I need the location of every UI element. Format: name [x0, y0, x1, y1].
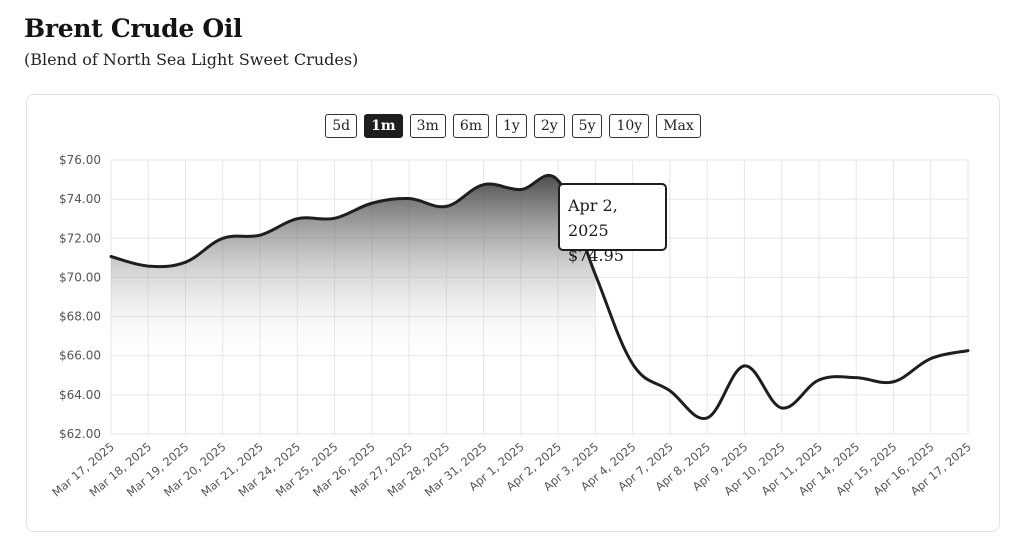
x-tick-label: Mar 17, 2025 [49, 440, 117, 500]
data-point-23[interactable] [965, 348, 971, 354]
tooltip-value: $74.95 [568, 246, 624, 265]
y-tick-label: $72.00 [59, 231, 101, 245]
data-point-8[interactable] [406, 196, 412, 202]
range-button-10y[interactable]: 10y [609, 114, 650, 138]
data-point-2[interactable] [183, 259, 189, 265]
range-button-6m[interactable]: 6m [452, 114, 489, 138]
data-point-5[interactable] [294, 216, 300, 222]
data-point-7[interactable] [369, 200, 375, 206]
range-button-3m[interactable]: 3m [409, 114, 446, 138]
y-tick-label: $64.00 [59, 388, 101, 402]
range-button-1y[interactable]: 1y [496, 114, 527, 138]
data-point-15[interactable] [667, 388, 673, 394]
data-point-1[interactable] [145, 263, 151, 269]
data-point-17[interactable] [741, 363, 747, 369]
data-point-22[interactable] [928, 356, 934, 362]
data-point-13[interactable] [592, 272, 598, 278]
area-fill-layer [111, 175, 596, 435]
price-line-layer [108, 173, 971, 421]
range-selector: 5d 1m 3m 6m 1y 2y 5y 10y Max [27, 114, 999, 138]
data-point-4[interactable] [257, 232, 263, 238]
y-tick-label: $68.00 [59, 310, 101, 324]
data-point-9[interactable] [443, 203, 449, 209]
page-title: Brent Crude Oil [24, 14, 243, 43]
data-point-19[interactable] [816, 377, 822, 383]
data-point-16[interactable] [704, 415, 710, 421]
y-tick-label: $66.00 [59, 349, 101, 363]
price-series-line [109, 173, 970, 420]
y-tick-label: $62.00 [59, 427, 101, 441]
data-point-6[interactable] [332, 215, 338, 221]
data-point-21[interactable] [890, 379, 896, 385]
data-point-14[interactable] [630, 361, 636, 367]
page-subtitle: (Blend of North Sea Light Sweet Crudes) [24, 50, 359, 69]
data-point-10[interactable] [481, 182, 487, 188]
y-axis-ticks: $62.00 $64.00 $66.00 $68.00 $70.00 $72.00 $74.… [59, 153, 101, 441]
y-tick-label: $70.00 [59, 270, 101, 284]
data-point-11[interactable] [518, 187, 524, 193]
y-tick-label: $76.00 [59, 153, 101, 167]
range-button-max[interactable]: Max [656, 114, 701, 138]
area-fill [111, 175, 596, 435]
range-button-1m[interactable]: 1m [364, 114, 403, 138]
range-button-5y[interactable]: 5y [571, 114, 603, 138]
y-tick-label: $74.00 [59, 192, 101, 206]
tooltip-date: Apr 2, 2025 [568, 196, 618, 240]
range-button-5d[interactable]: 5d [325, 114, 358, 138]
data-point-18[interactable] [779, 405, 785, 411]
range-button-2y[interactable]: 2y [533, 114, 565, 138]
data-point-0[interactable] [108, 253, 114, 259]
data-point-3[interactable] [220, 235, 226, 241]
hover-tooltip: Apr 2, 2025 $74.95 [558, 183, 667, 265]
data-point-20[interactable] [853, 375, 859, 381]
